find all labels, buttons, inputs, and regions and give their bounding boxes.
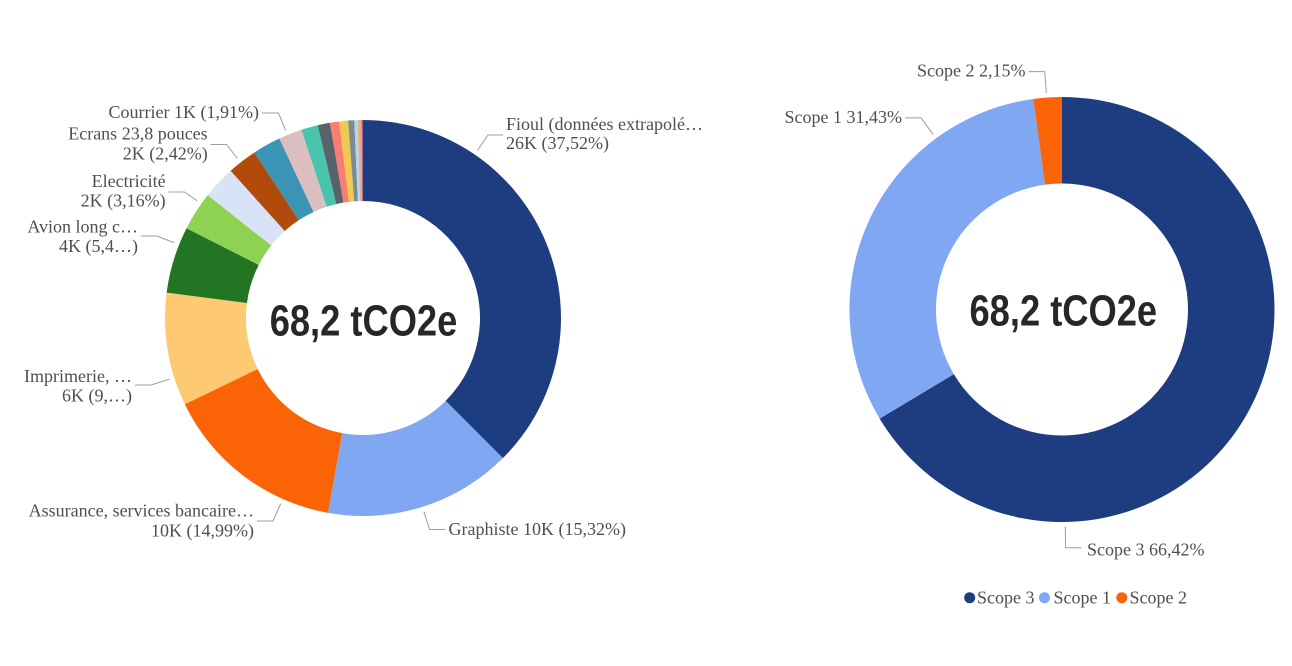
- svg-text:Avion long c…: Avion long c…: [27, 217, 138, 237]
- svg-text:10K (14,99%): 10K (14,99%): [151, 521, 254, 542]
- svg-text:Scope 3 66,42%: Scope 3 66,42%: [1087, 539, 1204, 559]
- svg-text:26K (37,52%): 26K (37,52%): [506, 133, 609, 154]
- svg-text:Imprimerie, …: Imprimerie, …: [24, 366, 132, 386]
- svg-text:4K (5,4…): 4K (5,4…): [59, 236, 138, 257]
- svg-text:Electricité: Electricité: [92, 171, 166, 191]
- svg-text:Scope 1: Scope 1: [1054, 587, 1112, 607]
- svg-text:6K (9,…): 6K (9,…): [62, 386, 132, 407]
- svg-text:Scope 1 31,43%: Scope 1 31,43%: [785, 107, 902, 127]
- svg-text:Courrier 1K (1,91%): Courrier 1K (1,91%): [109, 102, 259, 123]
- svg-text:Scope 3: Scope 3: [977, 587, 1035, 607]
- svg-text:Scope 2 2,15%: Scope 2 2,15%: [917, 61, 1025, 81]
- svg-text:Graphiste 10K (15,32%): Graphiste 10K (15,32%): [449, 519, 626, 540]
- svg-text:Ecrans 23,8 pouces: Ecrans 23,8 pouces: [68, 124, 207, 144]
- svg-text:68,2 tCO2e: 68,2 tCO2e: [970, 287, 1158, 336]
- svg-text:68,2 tCO2e: 68,2 tCO2e: [270, 297, 458, 346]
- svg-text:2K (3,16%): 2K (3,16%): [81, 191, 166, 212]
- svg-text:Fioul (données extrapolé…: Fioul (données extrapolé…: [506, 114, 703, 135]
- svg-text:Scope 2: Scope 2: [1130, 587, 1188, 607]
- svg-text:Assurance, services bancaire…: Assurance, services bancaire…: [29, 501, 254, 521]
- svg-text:2K (2,42%): 2K (2,42%): [123, 144, 208, 165]
